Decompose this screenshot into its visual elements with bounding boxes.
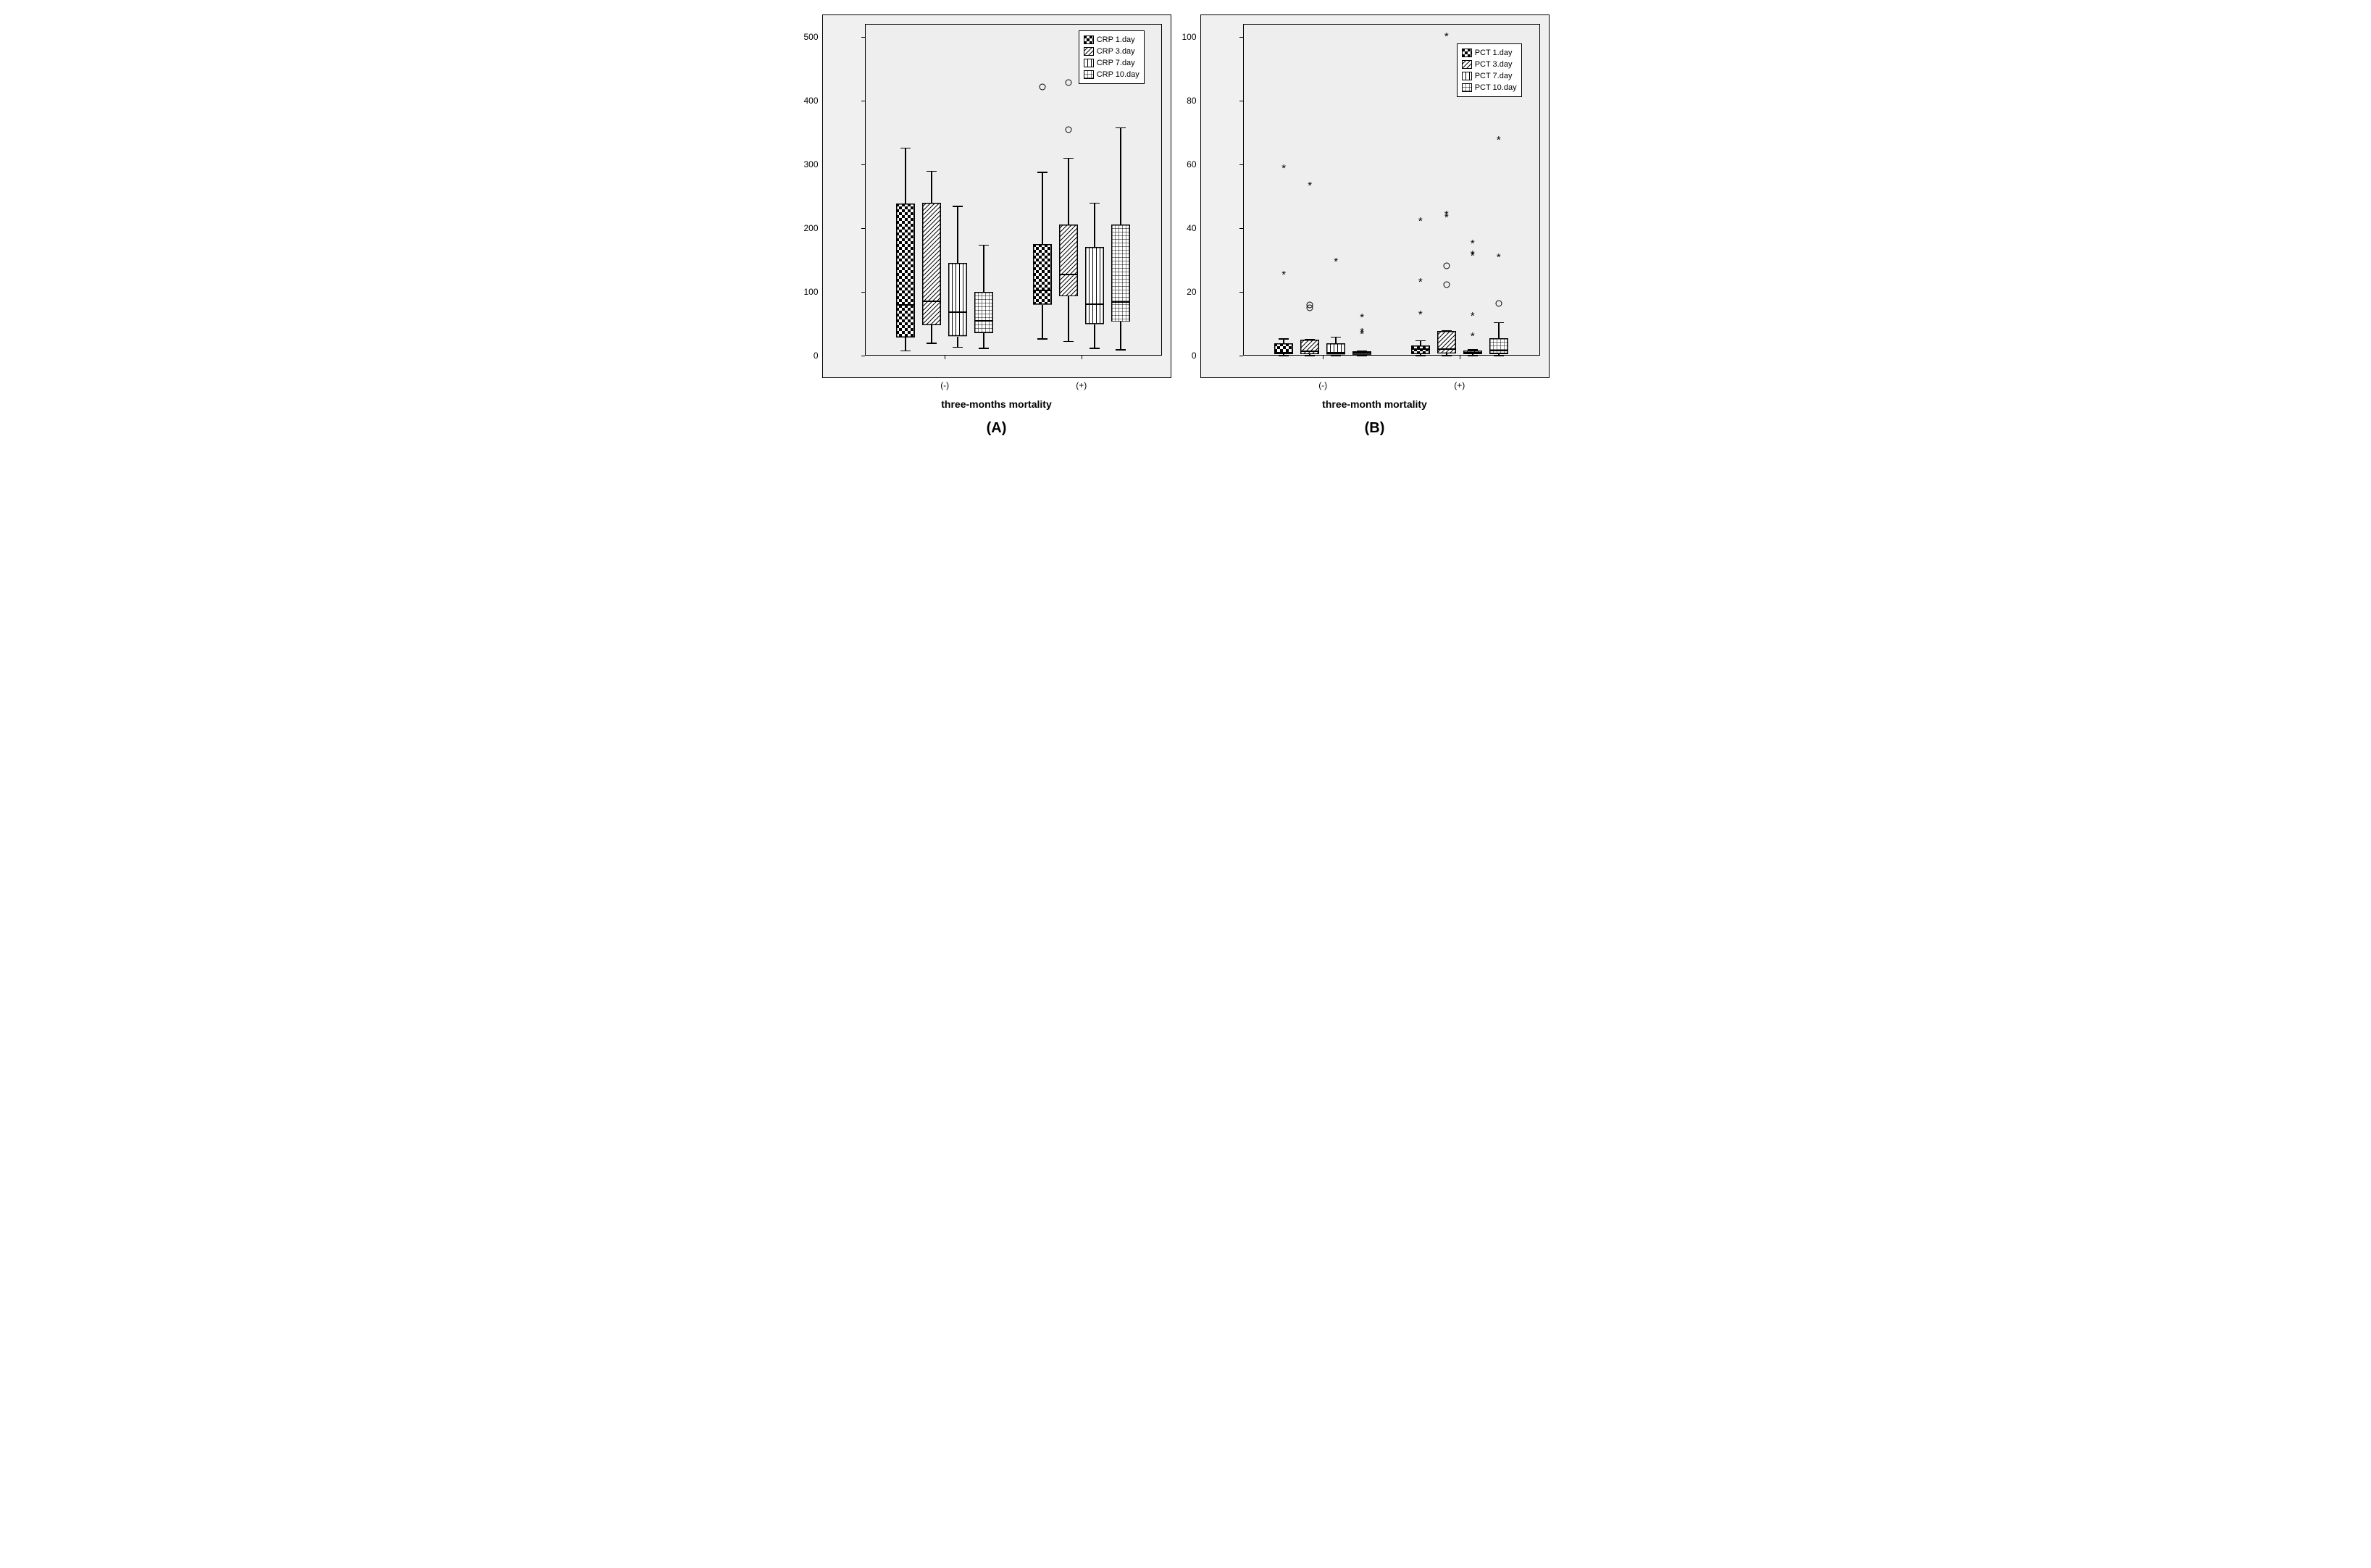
outlier-star: *: [1497, 252, 1501, 263]
legend-row: CRP 1.day: [1084, 34, 1139, 46]
legend-label: PCT 7.day: [1475, 72, 1513, 80]
legend-swatch: [1462, 60, 1472, 69]
box: [948, 263, 967, 336]
outlier-star: *: [1281, 269, 1286, 280]
outlier-star: *: [1418, 216, 1423, 227]
legend-swatch: [1462, 49, 1472, 57]
box: [1059, 225, 1078, 297]
legend-label: PCT 3.day: [1475, 60, 1513, 69]
y-tick-label: 20: [1187, 287, 1196, 297]
outlier-circle: [1307, 304, 1313, 311]
x-group-label: (+): [1454, 380, 1465, 390]
legend-row: PCT 7.day: [1462, 70, 1517, 82]
legend-swatch: [1084, 47, 1094, 56]
legend-row: PCT 3.day: [1462, 59, 1517, 70]
legend-label: CRP 10.day: [1097, 70, 1139, 79]
outlier-star: *: [1334, 256, 1338, 267]
legend-row: CRP 3.day: [1084, 46, 1139, 57]
outlier-circle: [1443, 263, 1450, 269]
panel-A: 0100200300400500(-)(+)CRP 1.dayCRP 3.day…: [822, 14, 1171, 437]
y-tick-label: 100: [1182, 32, 1196, 42]
legend-row: PCT 1.day: [1462, 47, 1517, 59]
legend: CRP 1.day CRP 3.day CRP 7.day CRP 10.day: [1079, 30, 1145, 84]
panel-B: ********************020406080100(-)(+)PC…: [1200, 14, 1550, 437]
legend-swatch: [1084, 59, 1094, 67]
legend-row: CRP 10.day: [1084, 69, 1139, 80]
legend-label: CRP 1.day: [1097, 35, 1135, 44]
panel-label-B: (B): [1365, 420, 1385, 437]
box: [1111, 225, 1130, 322]
plot-A-wrap: 0100200300400500(-)(+)CRP 1.dayCRP 3.day…: [822, 14, 1171, 378]
y-tick-label: 400: [803, 96, 818, 106]
legend-row: PCT 10.day: [1462, 82, 1517, 93]
x-group-label: (-): [940, 380, 949, 390]
outlier-star: *: [1444, 30, 1449, 41]
figure-row: 0100200300400500(-)(+)CRP 1.dayCRP 3.day…: [14, 14, 2357, 437]
y-tick-label: 0: [1192, 351, 1197, 361]
box: [1489, 338, 1508, 354]
box: [1033, 244, 1052, 305]
outlier-star: *: [1471, 311, 1475, 322]
outlier-star: *: [1360, 329, 1364, 340]
plot-B-wrap: ********************020406080100(-)(+)PC…: [1200, 14, 1550, 378]
legend-label: CRP 3.day: [1097, 47, 1135, 56]
box: [896, 204, 915, 338]
x-axis-title-A: three-months mortality: [941, 398, 1051, 410]
outlier-star: *: [1418, 276, 1423, 287]
y-tick-label: 200: [803, 223, 818, 233]
legend-swatch: [1462, 83, 1472, 92]
outlier-circle: [1039, 84, 1045, 91]
box: [1437, 331, 1456, 353]
y-tick-label: 500: [803, 32, 818, 42]
outlier-star: *: [1471, 331, 1475, 342]
legend-swatch: [1084, 70, 1094, 79]
box: [974, 292, 993, 333]
box: [922, 203, 941, 325]
y-tick-label: 40: [1187, 223, 1196, 233]
y-tick-label: 80: [1187, 96, 1196, 106]
outlier-circle: [1065, 127, 1071, 133]
outlier-star: *: [1308, 180, 1312, 190]
outlier-star: *: [1444, 212, 1449, 223]
outlier-star: *: [1360, 312, 1364, 323]
x-group-label: (+): [1076, 380, 1087, 390]
legend-row: CRP 7.day: [1084, 57, 1139, 69]
outlier-star: *: [1281, 163, 1286, 174]
legend-swatch: [1462, 72, 1472, 80]
legend: PCT 1.day PCT 3.day PCT 7.day PCT 10.day: [1457, 43, 1522, 97]
legend-label: PCT 10.day: [1475, 83, 1517, 92]
y-tick-label: 0: [814, 351, 819, 361]
x-axis-title-B: three-month mortality: [1322, 398, 1427, 410]
outlier-star: *: [1418, 309, 1423, 319]
outlier-circle: [1495, 301, 1502, 307]
outlier-star: *: [1471, 251, 1475, 261]
legend-swatch: [1084, 35, 1094, 44]
outlier-circle: [1065, 80, 1071, 86]
outlier-star: *: [1471, 238, 1475, 249]
legend-label: PCT 1.day: [1475, 49, 1513, 57]
box: [1085, 247, 1104, 324]
outlier-circle: [1443, 282, 1450, 288]
y-tick-label: 100: [803, 287, 818, 297]
legend-label: CRP 7.day: [1097, 59, 1135, 67]
y-tick-label: 60: [1187, 159, 1196, 169]
x-group-label: (-): [1318, 380, 1327, 390]
y-tick-label: 300: [803, 159, 818, 169]
outlier-star: *: [1497, 134, 1501, 145]
panel-label-A: (A): [987, 420, 1007, 437]
